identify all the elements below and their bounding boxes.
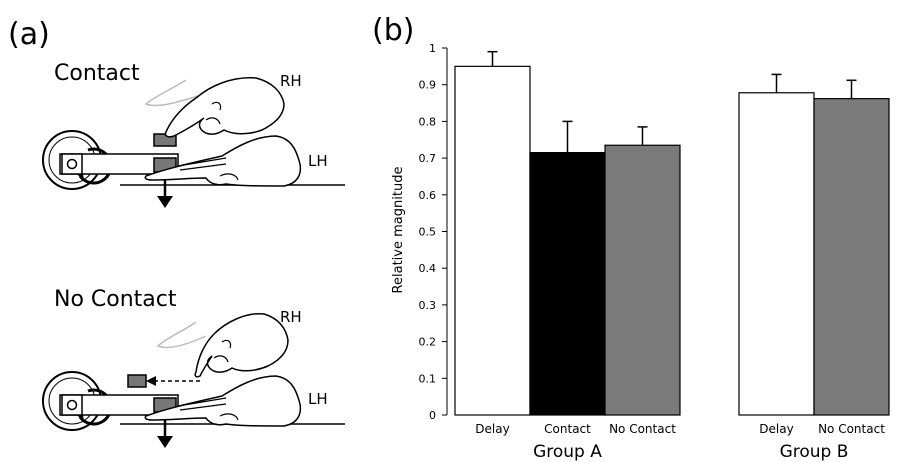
y-tick-label: 0.3 bbox=[419, 299, 437, 312]
panel-b: (b) Relative magnitude 00.10.20.30.40.50… bbox=[372, 13, 890, 462]
x-tick-label: Delay bbox=[475, 422, 509, 436]
contact-left-hand-fingers bbox=[177, 157, 239, 181]
bar-chart: Relative magnitude 0 0.1 0.2 0.3 0.4 0.5 0.6 0.… bbox=[391, 42, 890, 462]
x-tick-label: No Contact bbox=[609, 422, 676, 436]
contact-right-hand-knuckle bbox=[205, 101, 222, 125]
y-ticks: 0 0.1 0.2 0.3 0.4 0.5 0.6 0.7 0.8 0.9 1 bbox=[419, 42, 447, 422]
y-axis-label: Relative magnitude bbox=[391, 167, 406, 294]
no-contact-left-hand bbox=[144, 375, 302, 427]
contact-scene: Contact RH LH bbox=[42, 61, 345, 208]
bar bbox=[454, 65, 531, 416]
x-tick-label: Contact bbox=[544, 422, 591, 436]
y-tick-label: 0.2 bbox=[419, 336, 437, 349]
x-tick-label: No Contact bbox=[818, 422, 885, 436]
no-contact-slide-arrowhead bbox=[146, 376, 156, 386]
no-contact-right-hand-knuckle bbox=[213, 339, 232, 363]
panel-a-label: (a) bbox=[8, 17, 50, 52]
contact-axle-hole bbox=[66, 158, 78, 170]
no-contact-right-hand bbox=[194, 313, 289, 378]
no-contact-rh-label: RH bbox=[280, 308, 302, 326]
contact-axle bbox=[61, 153, 83, 175]
contact-right-hand bbox=[164, 77, 285, 138]
group-label: Group B bbox=[780, 442, 849, 462]
no-contact-right-hand-ghost bbox=[156, 321, 207, 349]
no-contact-lever-bar bbox=[59, 394, 179, 416]
contact-title: Contact bbox=[54, 61, 140, 86]
y-tick-label: 0.6 bbox=[419, 189, 437, 202]
contact-lh-label: LH bbox=[308, 152, 328, 170]
no-contact-lh-label: LH bbox=[308, 390, 328, 408]
no-contact-left-hand-fingers bbox=[177, 397, 239, 421]
group-label: Group A bbox=[533, 442, 602, 462]
contact-lever-bar bbox=[59, 153, 179, 175]
y-tick-label: 0.9 bbox=[419, 79, 437, 92]
y-tick-label: 0.8 bbox=[419, 115, 437, 128]
contact-left-hand bbox=[144, 135, 302, 187]
contact-rh-label: RH bbox=[280, 72, 302, 90]
group-labels: Group A Group B bbox=[533, 442, 848, 462]
y-tick-label: 0 bbox=[429, 409, 436, 422]
bar bbox=[813, 98, 890, 416]
y-tick-label: 0.1 bbox=[419, 372, 437, 385]
panel-a: (a) Contact RH LH bbox=[8, 17, 345, 448]
no-contact-force-arrowhead bbox=[157, 436, 173, 448]
bar bbox=[738, 92, 815, 416]
contact-force-arrowhead bbox=[157, 196, 173, 208]
x-tick-label: Delay bbox=[759, 422, 793, 436]
bar bbox=[529, 151, 606, 416]
no-contact-scene: No Contact RH LH bbox=[42, 287, 345, 448]
x-labels: Delay Contact No Contact Delay No Contact bbox=[475, 422, 885, 436]
y-tick-label: 0.4 bbox=[419, 262, 437, 275]
no-contact-axle bbox=[61, 394, 83, 416]
y-tick-label: 1 bbox=[429, 42, 436, 55]
no-contact-slider-block bbox=[127, 374, 147, 388]
bars bbox=[454, 50, 890, 416]
no-contact-title: No Contact bbox=[54, 287, 177, 312]
no-contact-axle-hole bbox=[66, 399, 78, 411]
contact-right-hand-ghost bbox=[144, 79, 199, 107]
y-tick-label: 0.5 bbox=[419, 226, 437, 239]
y-tick-label: 0.7 bbox=[419, 152, 437, 165]
panel-b-label: (b) bbox=[372, 13, 414, 48]
bar bbox=[604, 144, 681, 416]
